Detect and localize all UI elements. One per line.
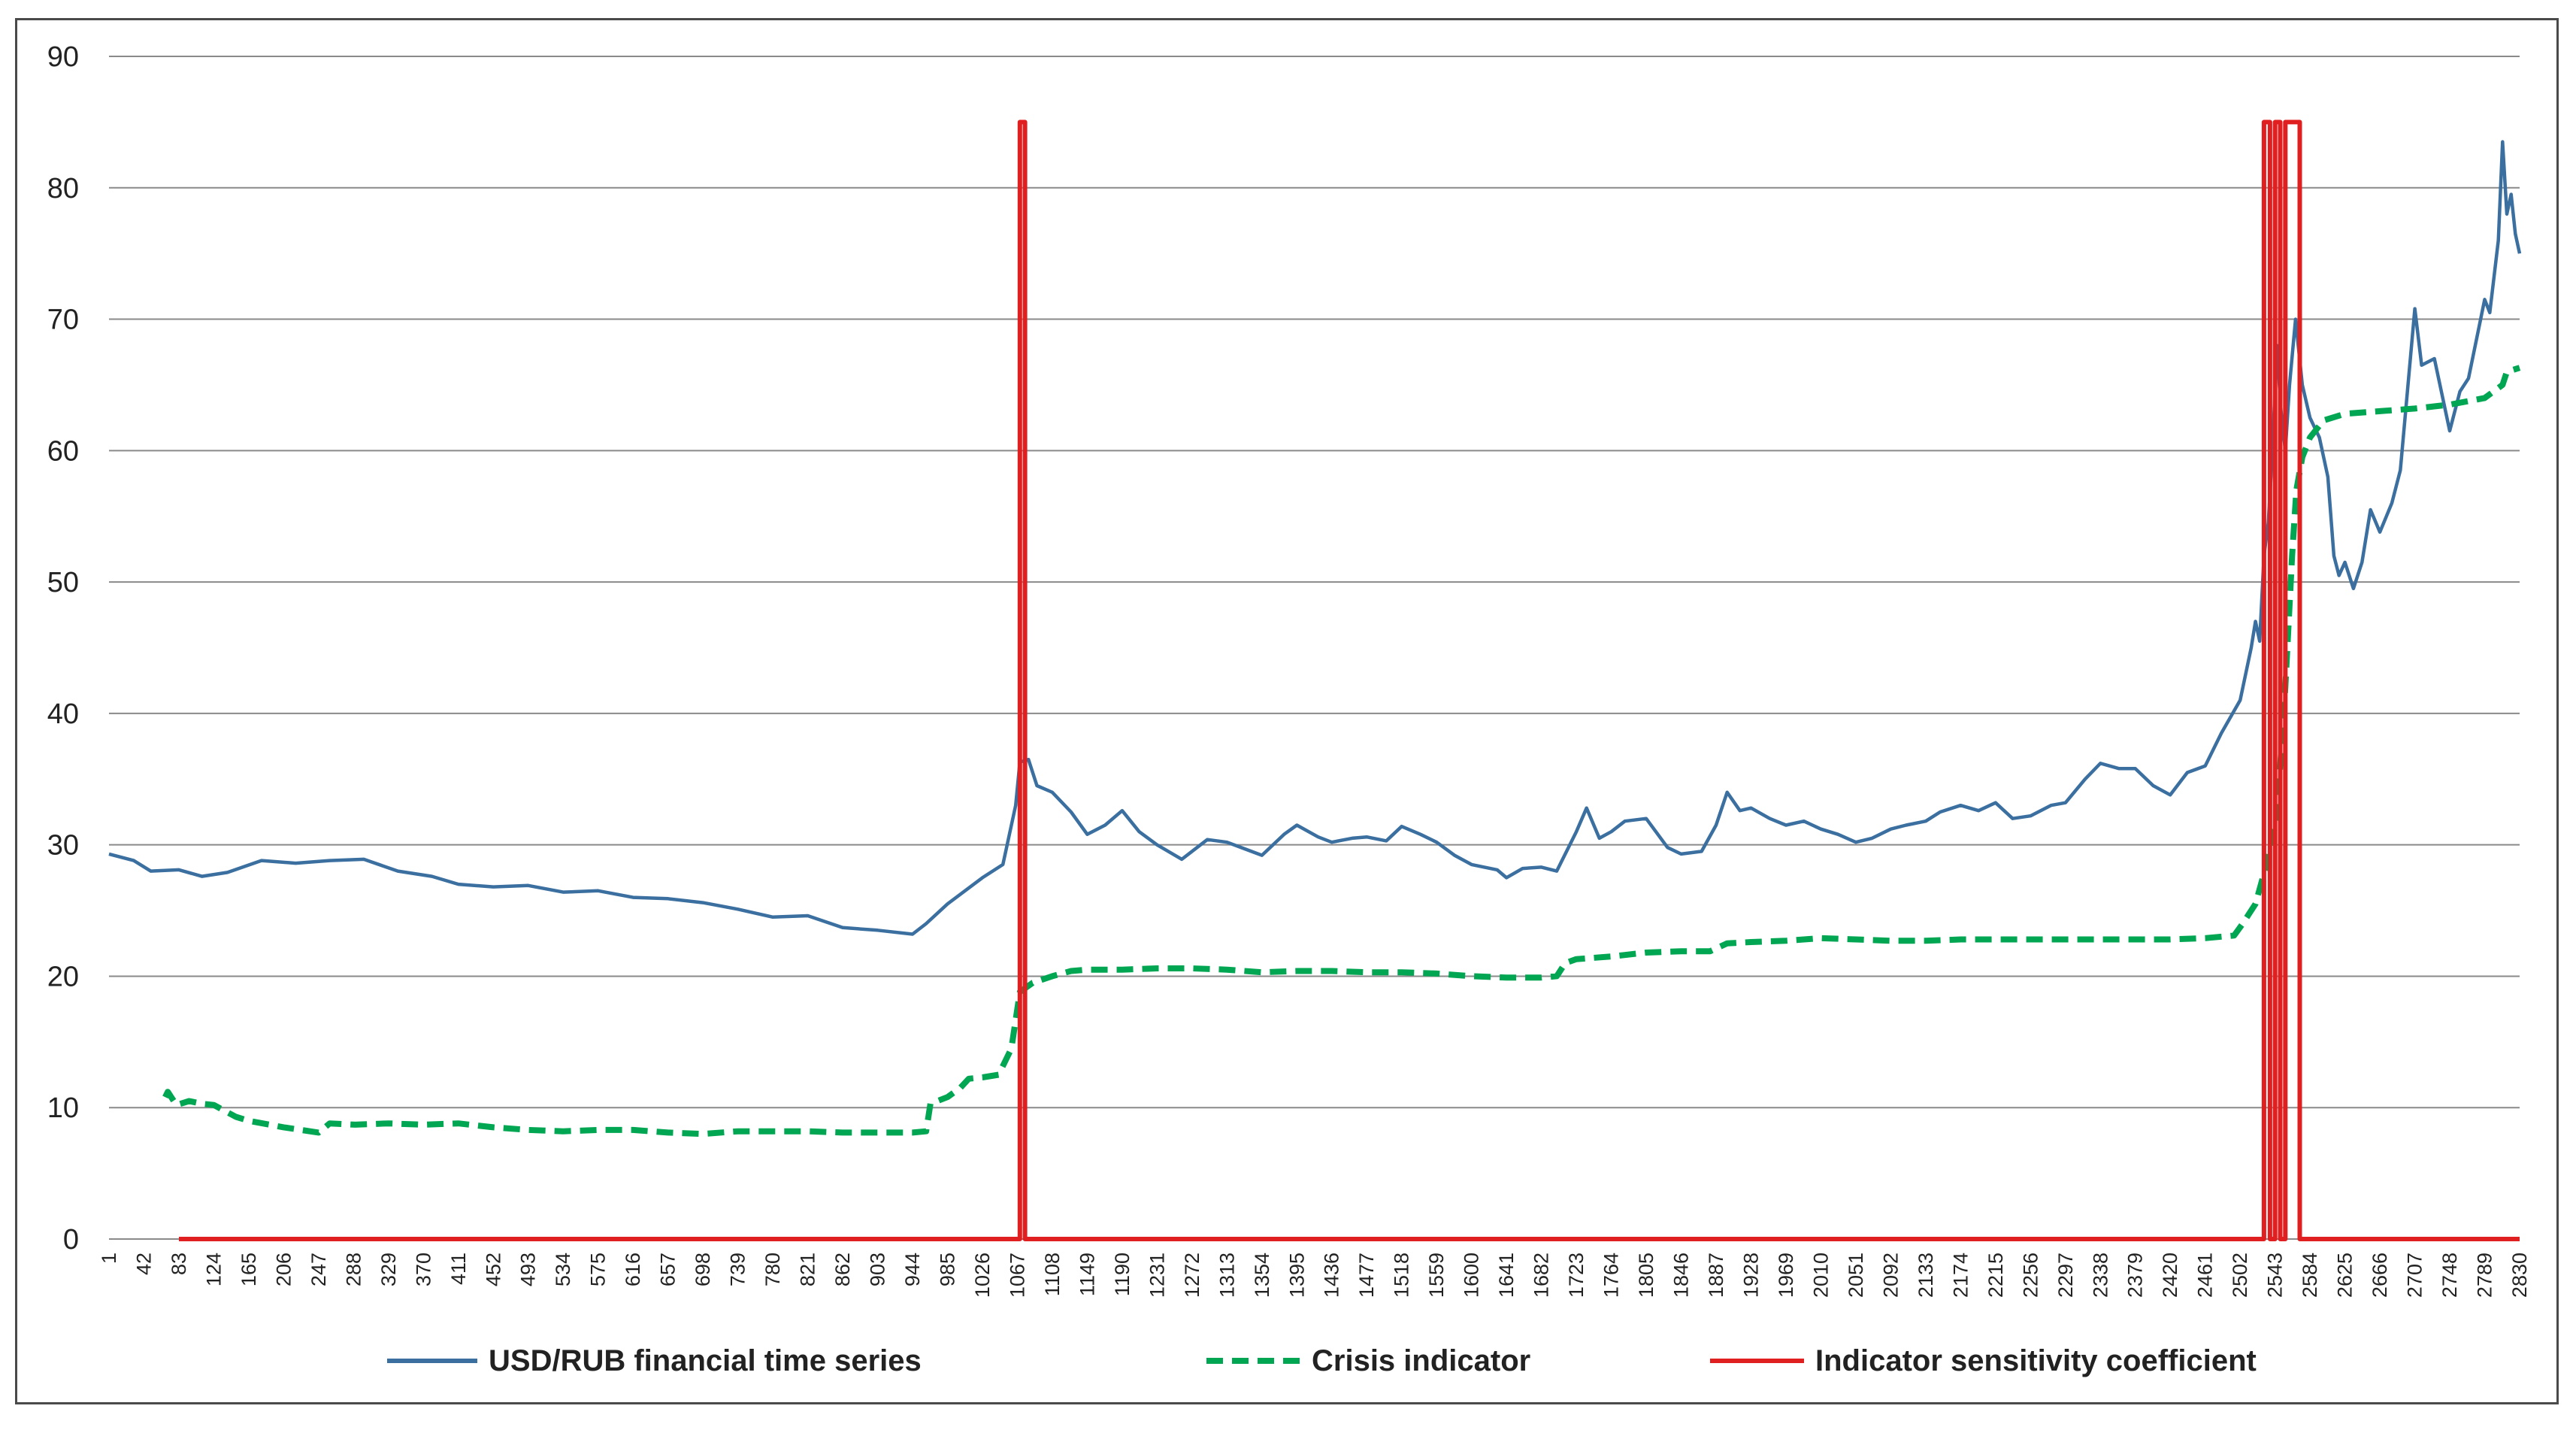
series-sensitivity-coefficient <box>179 120 2520 1241</box>
x-tick-label: 370 <box>412 1253 434 1286</box>
y-tick-label: 0 <box>63 1224 79 1256</box>
x-tick-label: 329 <box>377 1253 400 1286</box>
x-tick-label: 1559 <box>1425 1253 1448 1298</box>
x-tick-label: 2420 <box>2159 1253 2181 1298</box>
x-tick-label: 2297 <box>2054 1253 2077 1298</box>
x-tick-label: 206 <box>272 1253 295 1286</box>
series-lines <box>108 120 2522 1241</box>
x-tick-label: 42 <box>132 1253 155 1275</box>
series-usd-rub <box>108 140 2522 936</box>
x-tick-label: 944 <box>901 1253 924 1286</box>
x-tick-label: 2010 <box>1809 1253 1832 1298</box>
x-tick-label: 2666 <box>2369 1253 2391 1298</box>
x-tick-label: 1026 <box>971 1253 994 1298</box>
x-tick-label: 2543 <box>2264 1253 2287 1298</box>
x-tick-label: 534 <box>552 1253 574 1286</box>
y-tick-label: 80 <box>47 173 79 205</box>
x-tick-label: 452 <box>482 1253 504 1286</box>
x-tick-label: 1682 <box>1530 1253 1553 1298</box>
x-tick-label: 739 <box>727 1253 749 1286</box>
y-tick-label: 50 <box>47 567 79 598</box>
x-tick-label: 493 <box>517 1253 540 1286</box>
x-tick-label: 1846 <box>1670 1253 1693 1298</box>
x-tick-label: 83 <box>168 1253 190 1275</box>
legend: USD/RUB financial time series Crisis ind… <box>387 1344 2257 1377</box>
x-tick-label: 1272 <box>1181 1253 1203 1298</box>
y-tick-label: 90 <box>47 41 79 73</box>
x-tick-label: 2707 <box>2404 1253 2426 1298</box>
x-tick-label: 2174 <box>1949 1253 1972 1298</box>
x-tick-label: 1887 <box>1705 1253 1727 1298</box>
x-tick-label: 2830 <box>2508 1253 2531 1298</box>
series-crisis-indicator <box>162 365 2521 1138</box>
x-tick-label: 780 <box>761 1253 784 1286</box>
x-tick-label: 165 <box>238 1253 260 1286</box>
x-tick-label: 657 <box>657 1253 680 1286</box>
x-tick-label: 2748 <box>2438 1253 2461 1298</box>
y-tick-label: 70 <box>47 304 79 336</box>
x-tick-label: 1108 <box>1041 1253 1064 1296</box>
x-tick-label: 1928 <box>1739 1253 1762 1298</box>
x-tick-label: 2215 <box>1984 1253 2007 1298</box>
x-tick-label: 1067 <box>1006 1253 1028 1298</box>
y-tick-label: 20 <box>47 961 79 992</box>
legend-label-sensitivity: Indicator sensitivity coefficient <box>1815 1344 2257 1377</box>
x-tick-label: 2133 <box>1915 1253 1937 1298</box>
x-tick-label: 1641 <box>1495 1253 1518 1298</box>
x-tick-label: 616 <box>622 1253 644 1286</box>
x-tick-label: 1 <box>98 1253 120 1264</box>
x-tick-label: 1518 <box>1391 1253 1413 1298</box>
x-tick-label: 1805 <box>1635 1253 1657 1298</box>
y-tick-label: 40 <box>47 698 79 730</box>
chart-frame <box>15 18 2559 1404</box>
x-tick-label: 903 <box>867 1253 889 1286</box>
x-tick-label: 2502 <box>2229 1253 2251 1298</box>
y-tick-label: 10 <box>47 1092 79 1124</box>
x-tick-label: 2256 <box>2019 1253 2042 1298</box>
x-tick-label: 1313 <box>1215 1253 1238 1298</box>
x-tick-label: 575 <box>587 1253 610 1286</box>
x-tick-label: 1764 <box>1600 1253 1623 1298</box>
x-tick-label: 2461 <box>2194 1253 2217 1298</box>
x-axis-tick-labels: 1 42 83 124 165 206 247 288 329 370 411 452 493 534 57… <box>98 1253 2531 1298</box>
legend-label-crisis: Crisis indicator <box>1312 1344 1530 1377</box>
y-tick-label: 30 <box>47 830 79 862</box>
x-tick-label: 2051 <box>1845 1253 1867 1298</box>
x-tick-label: 985 <box>936 1253 958 1286</box>
x-tick-label: 2789 <box>2474 1253 2496 1298</box>
y-axis-tick-labels: 0 10 20 30 40 50 60 70 80 90 <box>47 41 79 1256</box>
y-tick-label: 60 <box>47 435 79 467</box>
x-tick-label: 2625 <box>2334 1253 2357 1298</box>
x-tick-label: 1354 <box>1251 1253 1273 1298</box>
x-tick-label: 2338 <box>2089 1253 2111 1298</box>
x-tick-label: 2092 <box>1879 1253 1902 1298</box>
x-tick-label: 2584 <box>2299 1253 2321 1298</box>
x-tick-label: 411 <box>447 1253 470 1285</box>
x-tick-label: 124 <box>202 1253 225 1286</box>
legend-label-usd-rub: USD/RUB financial time series <box>489 1344 922 1377</box>
x-tick-label: 862 <box>831 1253 854 1286</box>
x-tick-label: 288 <box>342 1253 365 1286</box>
x-tick-label: 1436 <box>1321 1253 1343 1298</box>
gridlines <box>109 56 2520 1240</box>
x-tick-label: 698 <box>692 1253 714 1286</box>
x-tick-label: 247 <box>307 1253 330 1286</box>
x-tick-label: 2379 <box>2124 1253 2147 1298</box>
x-tick-label: 1723 <box>1565 1253 1588 1298</box>
x-tick-label: 1149 <box>1076 1253 1098 1296</box>
x-tick-label: 1600 <box>1461 1253 1483 1298</box>
x-tick-label: 1231 <box>1146 1253 1168 1298</box>
x-tick-label: 821 <box>797 1253 819 1286</box>
x-tick-label: 1969 <box>1775 1253 1797 1298</box>
x-tick-label: 1190 <box>1111 1253 1134 1296</box>
x-tick-label: 1477 <box>1355 1253 1378 1298</box>
x-tick-label: 1395 <box>1285 1253 1308 1298</box>
